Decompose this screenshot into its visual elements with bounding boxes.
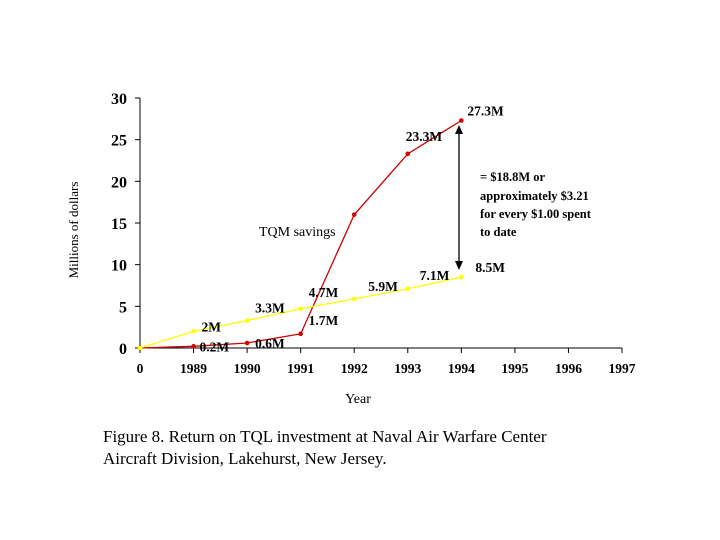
data-label: 4.7M <box>309 285 339 300</box>
data-label: 23.3M <box>406 129 443 144</box>
data-label: 8.5M <box>475 260 505 275</box>
difference-line-1: = $18.8M or <box>480 170 546 184</box>
data-point <box>405 286 411 292</box>
data-point <box>191 344 196 349</box>
x-tick-label: 1993 <box>394 361 421 376</box>
axes: 0 5 10 15 20 25 30 0 1989 1990 1991 1992 1993 1994 199… <box>111 91 636 376</box>
data-point <box>298 306 303 312</box>
data-point <box>459 118 464 123</box>
caption-line-1: Figure 8. Return on TQL investment at Na… <box>103 427 547 446</box>
y-tick-label: 0 <box>119 341 127 358</box>
data-label: 2M <box>202 319 222 334</box>
y-tick-label: 30 <box>111 91 127 108</box>
data-point <box>351 296 357 302</box>
difference-line-3: for every $1.00 spent <box>480 207 592 221</box>
y-tick-label: 25 <box>111 133 127 150</box>
x-tick-label: 1994 <box>448 361 475 376</box>
difference-arrow-head-bottom <box>455 261 463 270</box>
x-tick-label: 1991 <box>287 361 314 376</box>
series-layer <box>137 118 464 351</box>
y-tick-label: 5 <box>119 299 127 316</box>
data-point <box>244 340 250 346</box>
x-tick-label: 1990 <box>234 361 261 376</box>
difference-arrow <box>455 125 463 270</box>
data-point <box>459 274 464 280</box>
x-tick-label: 1992 <box>341 361 368 376</box>
data-label: 3.3M <box>255 301 285 316</box>
x-axis-label: Year <box>345 392 371 407</box>
series-line-2 <box>139 276 462 349</box>
labels-layer: 0.2M 0.6M 1.7M 23.3M 27.3M 2M 3.3M 4.7M 5.9M 7.1M… <box>200 104 506 355</box>
data-label: 0.6M <box>255 336 285 351</box>
data-label: 1.7M <box>309 313 339 328</box>
x-tick-label: 1989 <box>180 361 207 376</box>
data-point <box>351 212 357 217</box>
caption-line-2: Aircraft Division, Lakehurst, New Jersey… <box>103 449 387 468</box>
tqm-savings-label: TQM savings <box>259 225 336 240</box>
data-point <box>405 151 411 157</box>
y-tick-label: 15 <box>111 216 127 233</box>
savings-difference-note: = $18.8M or approximately $3.21 for ever… <box>480 170 592 239</box>
x-tick-label: 1996 <box>555 361 582 376</box>
data-point <box>137 345 143 351</box>
difference-arrow-head-top <box>455 125 463 134</box>
data-label: 5.9M <box>368 279 398 294</box>
data-point <box>191 329 196 334</box>
figure-caption: Figure 8. Return on TQL investment at Na… <box>103 426 663 470</box>
data-label: 7.1M <box>420 268 450 283</box>
y-tick-label: 10 <box>111 258 127 275</box>
data-point <box>244 318 250 323</box>
data-point <box>298 331 303 337</box>
difference-line-2: approximately $3.21 <box>480 189 589 203</box>
x-tick-label: 1995 <box>501 361 528 376</box>
x-tick-label: 1997 <box>609 361 636 376</box>
data-label: 27.3M <box>467 104 504 119</box>
data-label: 0.2M <box>200 339 230 354</box>
x-tick-label: 0 <box>137 361 144 376</box>
y-axis-label: Millions of dollars <box>66 182 81 279</box>
difference-line-4: to date <box>480 225 517 239</box>
y-tick-label: 20 <box>111 174 127 191</box>
